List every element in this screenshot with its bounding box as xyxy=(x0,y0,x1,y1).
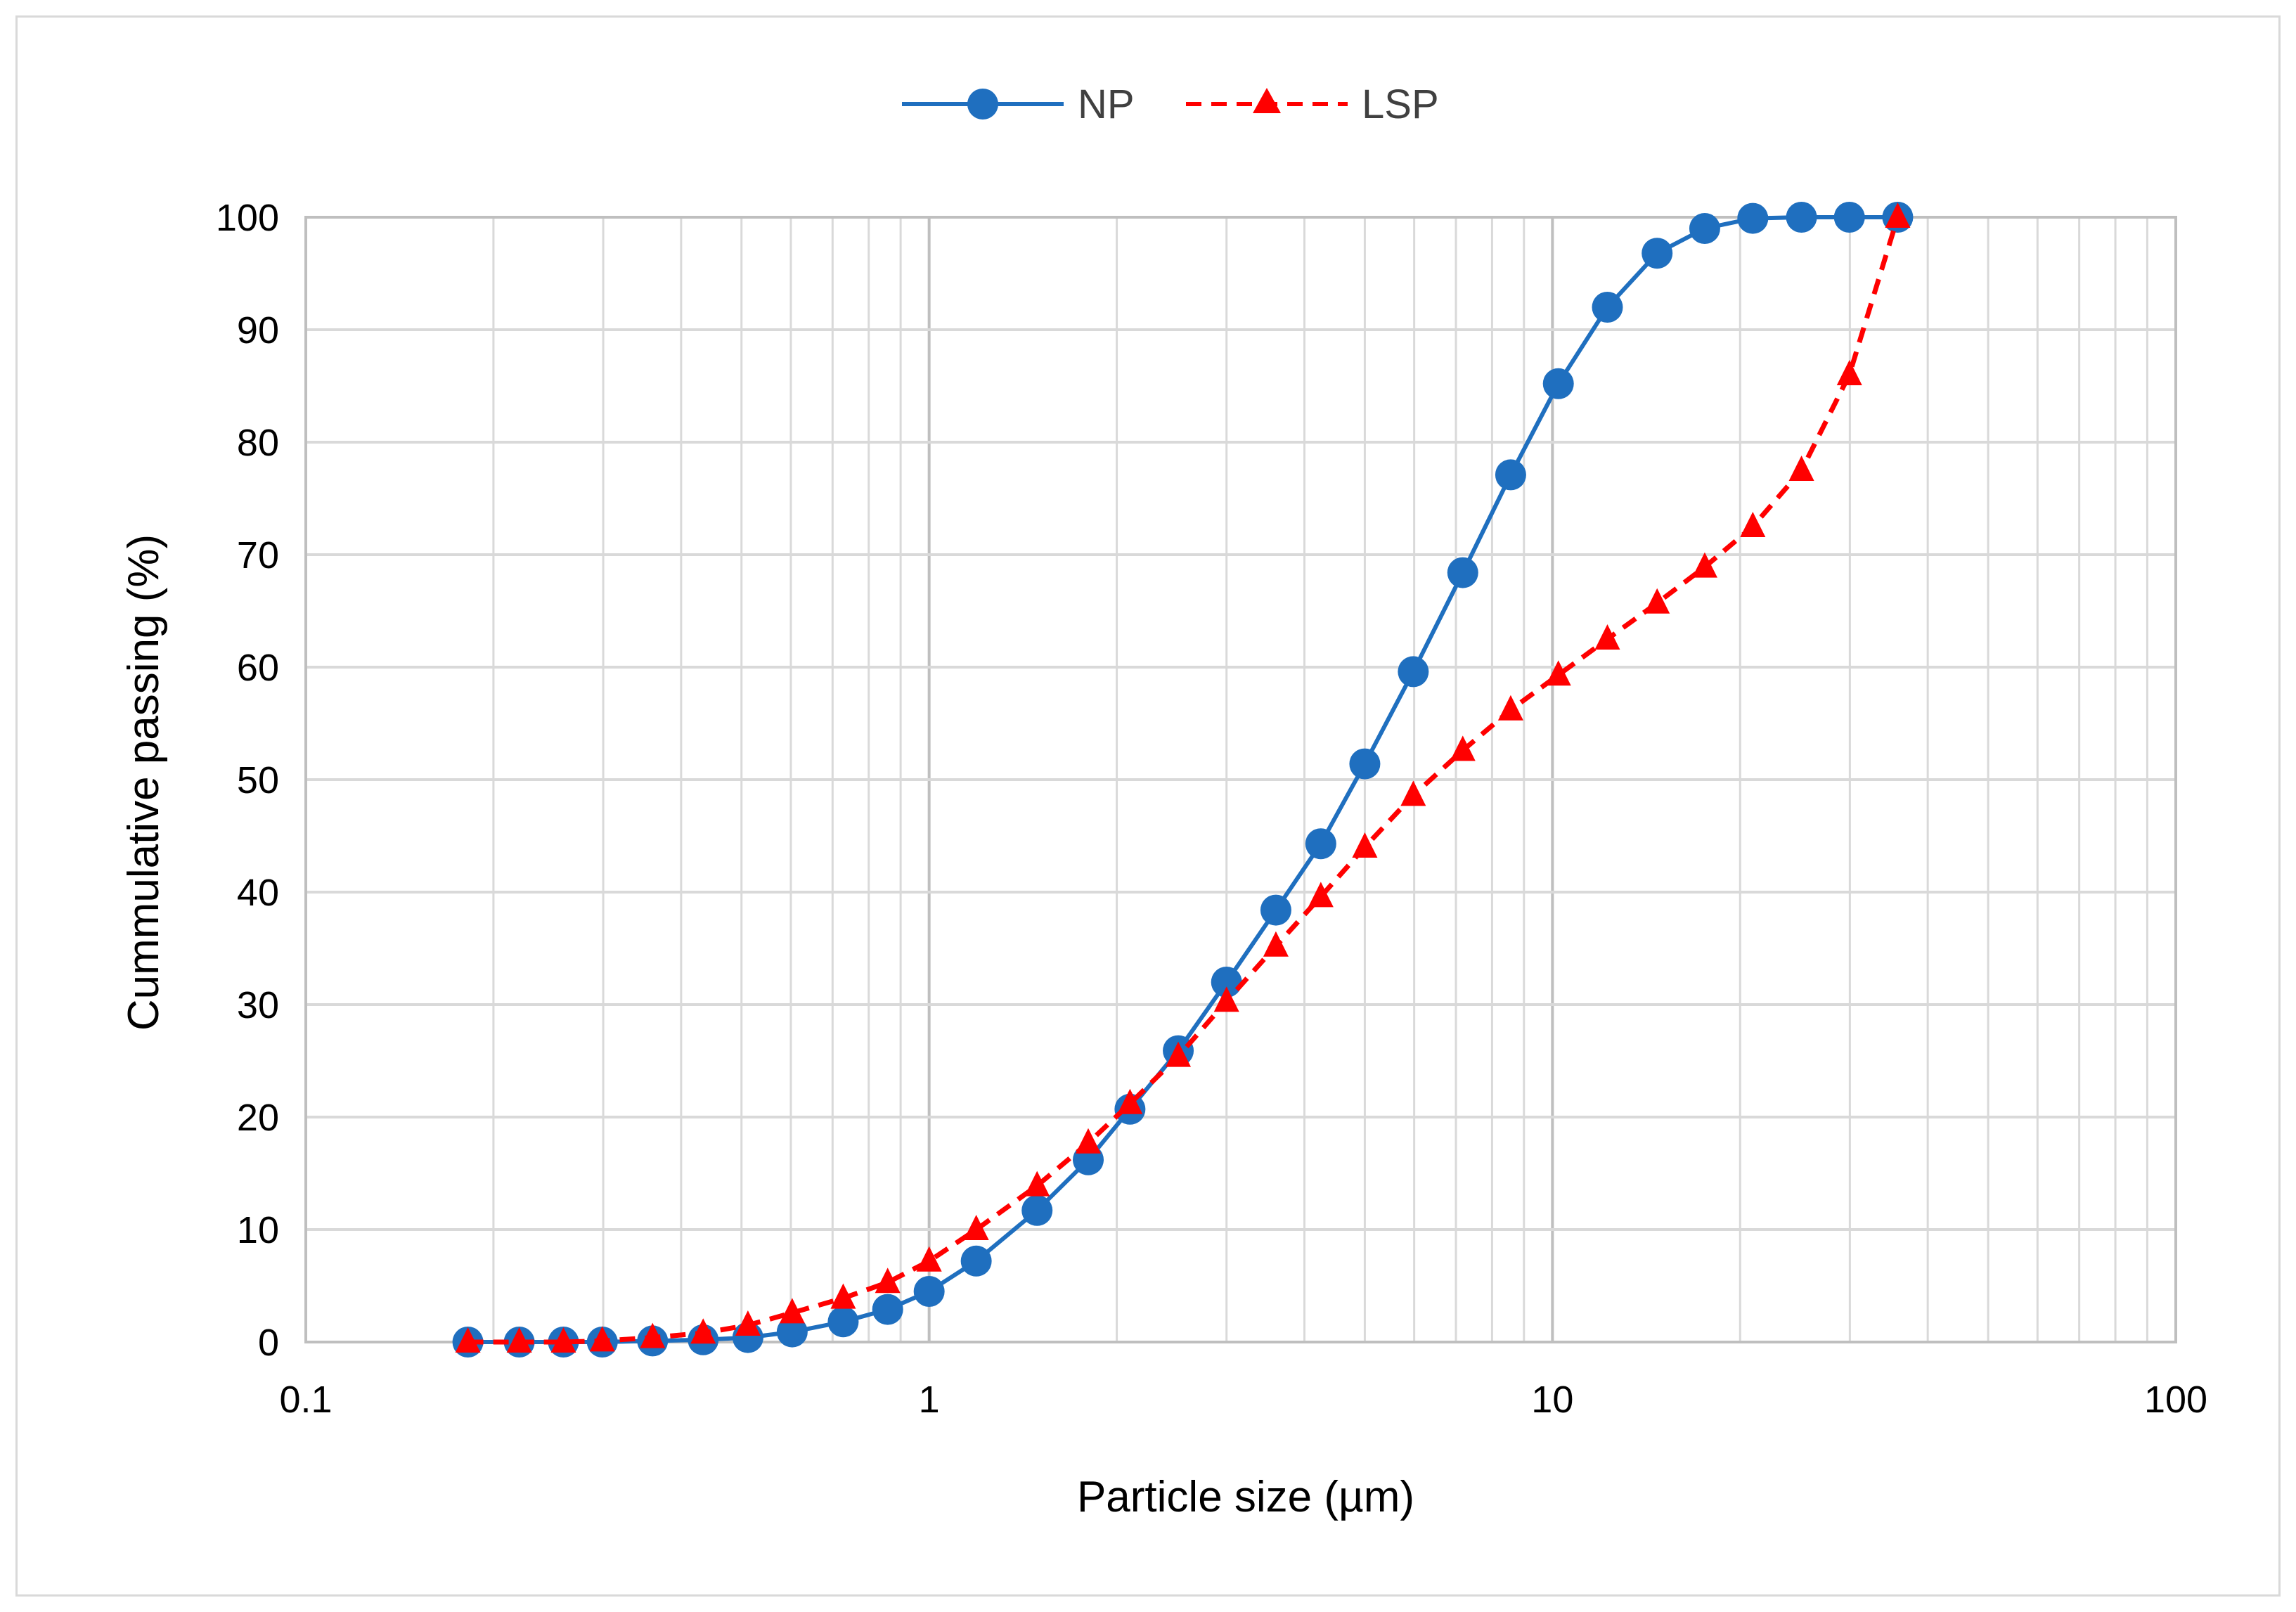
series-lsp-point xyxy=(1308,882,1334,908)
x-tick-label: 100 xyxy=(2144,1379,2207,1421)
series-np-point xyxy=(872,1294,903,1325)
legend-item-lsp[interactable]: LSP xyxy=(1186,82,1439,127)
series-lsp xyxy=(455,202,1911,1353)
x-tick-label: 0.1 xyxy=(279,1379,332,1421)
series-np-point xyxy=(1398,656,1429,688)
series-np-point xyxy=(827,1306,859,1338)
series-lsp-point xyxy=(1450,735,1476,761)
series-lsp-point xyxy=(916,1246,942,1272)
chart-frame: 0 10 20 30 40 50 60 70 80 90 100 0.1 1 10 100 Particl… xyxy=(15,15,2281,1597)
series-np-point xyxy=(1833,202,1865,233)
series-np-point xyxy=(1642,238,1673,269)
series-lsp-point xyxy=(1836,360,1862,385)
plot-area xyxy=(304,216,2177,1343)
series-lsp-point xyxy=(1545,660,1571,686)
series-lsp-point xyxy=(1885,202,1911,228)
x-tick-label: 10 xyxy=(1531,1379,1573,1421)
series-np-point xyxy=(1689,213,1720,244)
y-tick-label: 40 xyxy=(237,872,279,914)
series-lsp-point xyxy=(1352,832,1378,858)
y-axis-title: Cummulative passing (%) xyxy=(120,534,168,1031)
series-np-point xyxy=(1592,292,1623,323)
series-lsp-point xyxy=(875,1268,901,1294)
y-tick-label: 90 xyxy=(237,309,279,352)
series-np-point xyxy=(960,1245,992,1277)
series-lsp-point xyxy=(963,1215,989,1240)
series-lsp-point xyxy=(1076,1128,1102,1154)
series-lsp-point xyxy=(1400,780,1426,806)
chart-svg: 0 10 20 30 40 50 60 70 80 90 100 0.1 1 10 100 Particl… xyxy=(120,82,2207,1521)
series-np-point xyxy=(1260,894,1291,926)
series-lsp-point xyxy=(1644,588,1670,614)
series-lsp-point xyxy=(1497,695,1523,721)
series-lsp-point xyxy=(1166,1041,1192,1067)
y-axis-tick-labels: 0 10 20 30 40 50 60 70 80 90 100 xyxy=(216,197,279,1364)
series-layer xyxy=(452,202,1914,1358)
y-tick-label: 30 xyxy=(237,984,279,1026)
series-lsp-point xyxy=(506,1327,532,1353)
series-np-point xyxy=(1737,202,1769,234)
series-lsp-point xyxy=(779,1298,805,1324)
plot-border xyxy=(304,216,2177,1343)
y-tick-label: 70 xyxy=(237,534,279,576)
series-lsp-point xyxy=(640,1322,666,1348)
series-lsp-point xyxy=(550,1327,576,1353)
series-np-point xyxy=(1021,1194,1053,1226)
y-tick-label: 80 xyxy=(237,422,279,464)
y-tick-label: 0 xyxy=(258,1322,279,1364)
series-lsp-point xyxy=(690,1318,716,1344)
series-lsp-point xyxy=(1117,1088,1143,1114)
series-lsp-point xyxy=(1691,552,1717,578)
y-tick-label: 20 xyxy=(237,1097,279,1139)
series-lsp-point xyxy=(455,1327,481,1353)
legend: NP LSP xyxy=(902,82,1439,127)
x-axis-tick-labels: 0.1 1 10 100 xyxy=(279,1379,2207,1421)
series-np-point xyxy=(1211,967,1242,998)
series-np-point xyxy=(1786,202,1817,233)
series-np-point xyxy=(913,1276,945,1307)
series-lsp-point xyxy=(735,1310,761,1336)
series-np-point xyxy=(1447,557,1478,588)
series-np-point xyxy=(1305,828,1336,860)
y-tick-label: 60 xyxy=(237,647,279,689)
y-tick-label: 100 xyxy=(216,197,279,239)
y-tick-label: 50 xyxy=(237,759,279,801)
series-lsp-point xyxy=(1740,512,1766,537)
series-lsp-point xyxy=(589,1326,615,1352)
x-tick-label: 1 xyxy=(919,1379,940,1421)
x-axis-title: Particle size (µm) xyxy=(1077,1473,1414,1521)
series-lsp-point xyxy=(1788,456,1814,481)
series-lsp-point xyxy=(1263,931,1289,957)
legend-np-label: NP xyxy=(1078,82,1135,127)
series-lsp-point xyxy=(1594,624,1620,650)
series-lsp-point xyxy=(830,1283,856,1309)
series-lsp-point xyxy=(1024,1171,1050,1197)
legend-item-np[interactable]: NP xyxy=(902,82,1135,127)
series-np-point xyxy=(1349,748,1381,780)
series-np-point xyxy=(1495,459,1526,491)
legend-lsp-label: LSP xyxy=(1362,82,1439,127)
series-np-point xyxy=(776,1316,808,1348)
y-tick-label: 10 xyxy=(237,1209,279,1251)
legend-np-marker xyxy=(967,89,998,120)
legend-lsp-marker xyxy=(1253,88,1281,113)
series-np-point xyxy=(1542,368,1574,399)
series-lsp-point xyxy=(1213,986,1239,1012)
major-gridlines xyxy=(304,216,2177,1343)
